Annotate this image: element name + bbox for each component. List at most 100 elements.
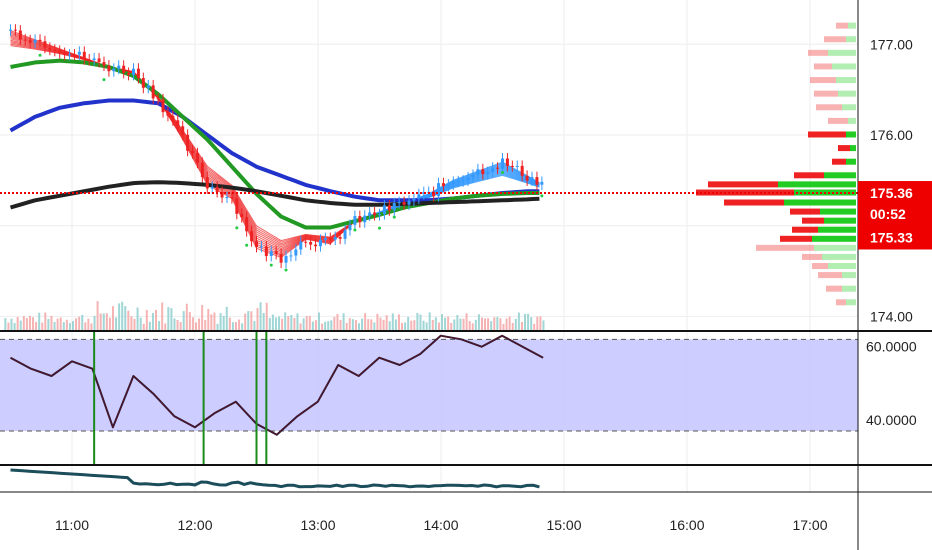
volume-bar <box>75 318 78 330</box>
volume-bar <box>385 315 388 330</box>
volume-bar <box>195 322 197 330</box>
volume-bar <box>247 311 250 330</box>
profile-sell-bar <box>802 217 824 224</box>
candle-body <box>402 201 406 205</box>
profile-sell-bar <box>814 63 832 70</box>
volume-bar <box>324 321 327 330</box>
candle-body <box>279 253 283 263</box>
bottom-indicator-line <box>10 468 540 489</box>
candle-body <box>58 50 62 54</box>
candle-body <box>132 68 135 75</box>
volume-bar <box>413 320 416 330</box>
candle-body <box>323 238 327 240</box>
price-axis: 174.00 176.00 177.00 <box>870 36 913 324</box>
volume-bar <box>250 311 253 330</box>
candle-body <box>250 231 254 242</box>
volume-bar <box>53 321 56 330</box>
signal-dot <box>235 226 239 230</box>
candle-body <box>23 39 27 41</box>
time-tick-label: 17:00 <box>792 517 827 533</box>
candle-body <box>299 241 303 250</box>
volume-bar <box>231 322 234 330</box>
volume-bar <box>99 313 102 330</box>
volume-bar <box>407 316 410 330</box>
signal-dot <box>378 226 381 230</box>
volume-bar <box>484 318 487 330</box>
volume-bar <box>13 323 16 330</box>
candle-body <box>314 244 318 247</box>
volume-bar <box>102 313 105 330</box>
volume-bar <box>259 302 262 330</box>
time-tick-label: 16:00 <box>669 517 704 533</box>
volume-bar <box>296 313 299 330</box>
candle-body <box>392 203 396 211</box>
volume-bar <box>450 322 453 330</box>
signal-dot <box>501 170 504 174</box>
profile-buy-bar <box>848 22 856 29</box>
candle-body <box>397 201 401 204</box>
candle-body <box>373 212 377 216</box>
candle-body <box>181 126 185 135</box>
candle-body <box>33 39 37 43</box>
profile-buy-bar <box>814 244 856 251</box>
candle-body <box>28 40 32 43</box>
time-tick-label: 13:00 <box>300 517 335 533</box>
profile-sell-bar <box>816 104 842 111</box>
volume-bar <box>361 318 364 330</box>
volume-bar <box>124 306 127 330</box>
volume-bar <box>382 319 385 330</box>
volume-bar <box>111 306 114 330</box>
candle-body <box>309 241 313 245</box>
volume-bar <box>441 314 443 330</box>
candle-body <box>161 99 165 113</box>
candle-body <box>245 217 249 232</box>
volume-bar <box>38 312 41 330</box>
volume-bar <box>65 319 68 330</box>
volume-bar <box>78 316 81 330</box>
volume-bar <box>499 318 502 330</box>
candle-body <box>294 249 298 256</box>
candle-body <box>136 68 140 79</box>
ribbon-red-line <box>10 45 362 242</box>
volume-bar <box>151 313 154 330</box>
volume-bar <box>93 315 96 330</box>
signal-dot <box>392 215 396 219</box>
candle-body <box>141 78 145 88</box>
candle-body <box>441 183 445 187</box>
volume-bar <box>16 316 19 330</box>
volume-bar <box>342 313 345 330</box>
volume-bar <box>179 322 182 330</box>
candle-body <box>264 246 268 256</box>
volume-bar <box>219 313 222 330</box>
volume-bar <box>118 303 121 330</box>
volume-bar <box>145 309 148 330</box>
candle-body <box>43 41 47 48</box>
bottom-indicator-panel <box>10 468 540 489</box>
candle-body <box>235 198 239 214</box>
volume-bar <box>213 312 216 330</box>
profile-buy-bar <box>836 77 856 84</box>
profile-buy-bar <box>846 131 856 138</box>
candle-body <box>476 169 480 175</box>
volume-bar <box>68 323 71 330</box>
volume-bar <box>25 318 28 330</box>
profile-buy-bar <box>820 208 856 215</box>
candle-body <box>348 224 352 231</box>
volume-bar <box>327 321 330 330</box>
volume-bar <box>59 317 62 330</box>
volume-bar <box>428 312 431 330</box>
candle-body <box>353 216 357 225</box>
volume-bar <box>376 313 379 330</box>
volume-bar <box>404 322 407 330</box>
candle-body <box>92 58 96 61</box>
profile-buy-bar <box>842 285 856 292</box>
volume-bar <box>170 308 173 330</box>
volume-bar <box>311 321 314 330</box>
candle-body <box>520 165 524 176</box>
profile-sell-bar <box>814 90 838 97</box>
candle-body <box>387 205 391 211</box>
profile-sell-bar <box>808 131 846 138</box>
volume-bar <box>401 322 404 330</box>
volume-bar <box>410 320 413 330</box>
candle-body <box>412 198 416 201</box>
